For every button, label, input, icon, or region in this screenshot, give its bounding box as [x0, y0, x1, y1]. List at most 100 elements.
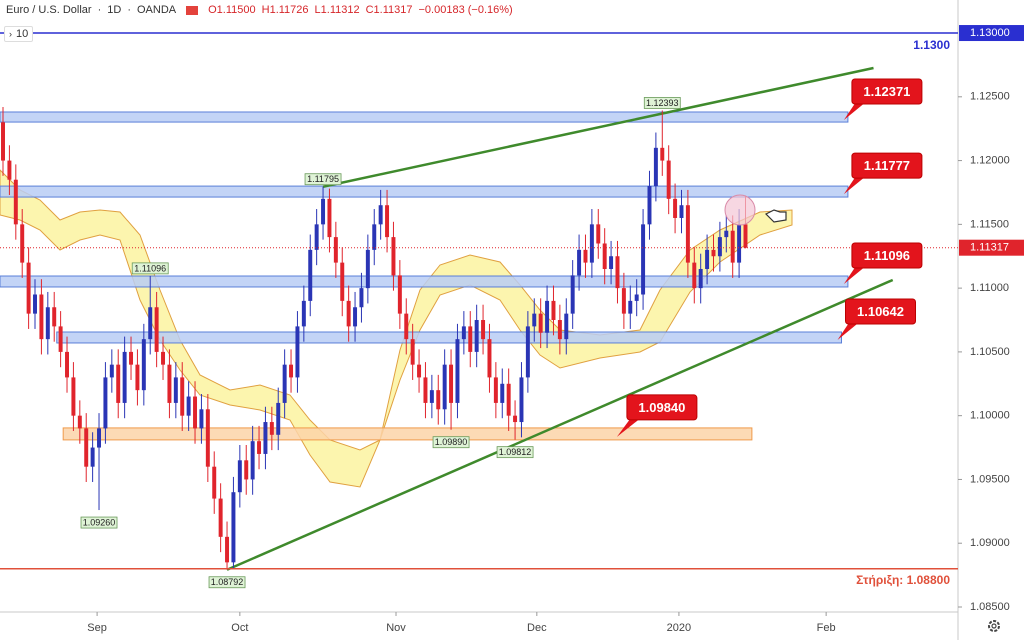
- candle-body: [365, 249, 370, 289]
- candle-body: [7, 160, 12, 180]
- trend-line: [226, 278, 894, 571]
- candle-body: [410, 339, 415, 365]
- x-tick-label: 2020: [667, 622, 691, 634]
- interval: 1D: [107, 4, 122, 16]
- candle-body: [685, 205, 690, 263]
- candle-body: [13, 179, 18, 225]
- candle-body: [461, 326, 466, 340]
- pivot-box: [80, 516, 118, 529]
- candle-body: [225, 536, 230, 563]
- candle-body: [717, 237, 722, 257]
- zone: [62, 427, 753, 441]
- candle-body: [20, 224, 25, 263]
- x-tick-label: Oct: [231, 622, 248, 634]
- candle-body: [71, 377, 76, 416]
- x-tick-label: Nov: [386, 622, 406, 634]
- pivot-box: [432, 436, 470, 449]
- y-tick-label: 1.12000: [970, 154, 1010, 166]
- y-tick-label: 1.11500: [970, 218, 1009, 230]
- candle-body: [26, 262, 31, 314]
- level-label: Στήριξη: 1.08800: [856, 573, 950, 587]
- ohlc-close: C1.11317: [365, 4, 413, 16]
- collapse-icon[interactable]: ›: [9, 29, 12, 39]
- candle-body: [628, 300, 633, 314]
- candle-body: [698, 268, 703, 289]
- candle-body: [129, 351, 134, 365]
- candle-body: [65, 351, 70, 378]
- candle-body: [705, 249, 710, 269]
- price-axis-box: [959, 239, 1024, 256]
- header: Euro / U.S. Dollar · 1D · OANDA O1.11500 H…: [6, 4, 513, 16]
- candle-body: [333, 237, 338, 263]
- pivot-box: [496, 446, 534, 459]
- candle-body: [346, 300, 351, 327]
- pivot-label: 1.09260: [83, 517, 116, 527]
- symbol: Euro / U.S. Dollar: [6, 4, 92, 16]
- ohlc-open: O1.11500: [208, 4, 256, 16]
- candle-body: [442, 364, 447, 410]
- candle-body: [84, 428, 89, 467]
- candle-body: [231, 492, 236, 563]
- callout-box: [851, 78, 923, 105]
- candle-body: [513, 415, 518, 423]
- callout-pointer: [837, 322, 860, 341]
- callout-label: 1.11096: [864, 248, 910, 263]
- candle-body: [321, 198, 326, 225]
- candle-body: [90, 447, 95, 467]
- candle-body: [621, 288, 626, 314]
- callout-label: 1.10642: [857, 304, 904, 319]
- level-label: 1.1300: [913, 38, 950, 52]
- candle-body: [199, 409, 204, 429]
- candle-body: [724, 230, 729, 238]
- plot-area: [0, 66, 894, 571]
- zone: [0, 185, 849, 198]
- candle-body: [148, 307, 153, 340]
- candle-body: [39, 294, 44, 340]
- y-tick-label: 1.09000: [970, 537, 1010, 549]
- candle-body: [1, 122, 5, 161]
- candle-body: [679, 205, 684, 218]
- candle-body: [141, 339, 146, 391]
- candle-body: [52, 307, 57, 327]
- candle-body: [570, 275, 575, 314]
- candle-body: [743, 224, 748, 248]
- candle-body: [641, 224, 646, 295]
- candle-body: [468, 326, 473, 352]
- candle-body: [391, 237, 396, 276]
- candle-body: [359, 288, 364, 308]
- candle-body: [417, 364, 422, 378]
- callout-box: [845, 298, 917, 325]
- callout-label: 1.12371: [863, 84, 910, 99]
- candle-body: [666, 160, 671, 199]
- pivot-label: 1.11096: [134, 263, 166, 273]
- pivot-label: 1.12393: [646, 98, 679, 108]
- candle-body: [429, 390, 434, 403]
- axis-level-label: 1.13000: [970, 27, 1010, 39]
- candle-body: [538, 313, 543, 333]
- candle-body: [205, 409, 210, 467]
- candle-body: [327, 198, 332, 238]
- zone: [0, 275, 849, 288]
- candle-body: [551, 300, 556, 321]
- candle-body: [244, 460, 249, 480]
- candle-body: [237, 460, 242, 493]
- pivot-label: 1.09812: [499, 447, 532, 457]
- candle-body: [218, 498, 223, 537]
- candle-body: [532, 313, 537, 327]
- callout-pointer: [843, 266, 866, 285]
- candle-body: [58, 326, 63, 352]
- settings-icon[interactable]: [988, 620, 1000, 632]
- callout-box: [851, 242, 923, 269]
- indicator-legend[interactable]: › 10: [4, 26, 34, 42]
- candle-body: [378, 205, 383, 225]
- candle-body: [474, 320, 479, 352]
- zone: [0, 111, 849, 123]
- y-tick-label: 1.12500: [970, 91, 1010, 103]
- candle-body: [487, 339, 492, 378]
- callout-box: [851, 152, 923, 179]
- x-tick-label: Feb: [817, 622, 836, 634]
- callout-pointer: [843, 101, 866, 120]
- axis-level-box: [959, 25, 1024, 42]
- candle-body: [103, 377, 108, 429]
